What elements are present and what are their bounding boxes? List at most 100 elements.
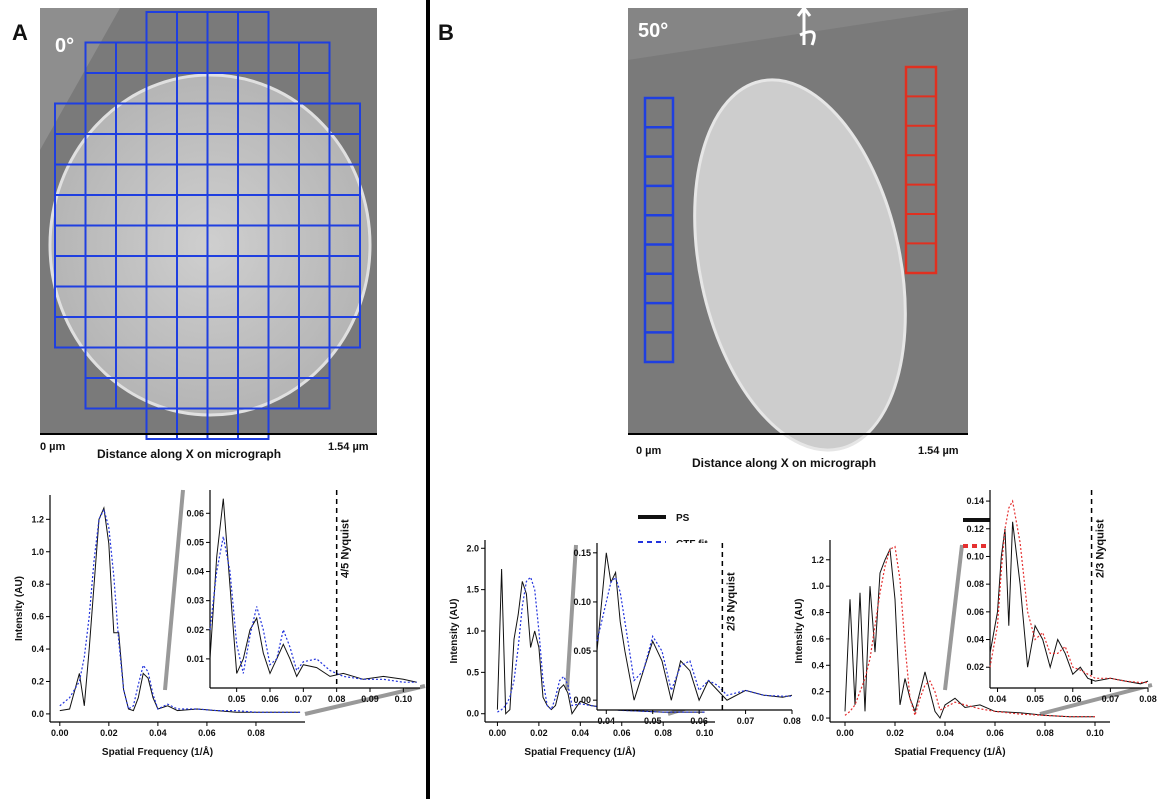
- axis-label: Distance along X on micrograph: [692, 456, 876, 470]
- x-tick-label: 0.06: [986, 728, 1004, 738]
- series-line: [596, 552, 793, 702]
- micrograph-b: [628, 5, 968, 452]
- x-tick-label: 0.08: [783, 716, 801, 726]
- line-chart: 0.05 0.06 0.07 0.08 0.09 0.10 0.01 0.02 0.03 0.04…: [186, 490, 420, 704]
- y-tick-label: 0.6: [811, 634, 824, 644]
- x-tick-label: 0.08: [1139, 694, 1157, 704]
- x-tick-label: 0.08: [328, 694, 346, 704]
- grid-cell: [298, 377, 331, 410]
- y-tick-label: 0.2: [31, 676, 44, 686]
- y-tick-label: 0.05: [573, 646, 591, 656]
- y-tick-label: 0.02: [186, 625, 204, 635]
- series-line: [59, 507, 301, 713]
- y-axis-label: Intensity (AU): [14, 576, 25, 641]
- series-line: [209, 498, 417, 683]
- inset-background: [990, 490, 1148, 688]
- x-tick-label: 0.08: [654, 728, 672, 738]
- sampling-cells: [645, 95, 936, 334]
- y-tick-label: 0.10: [966, 551, 984, 561]
- panel-label: B: [438, 20, 454, 45]
- sampling-grid: [54, 11, 361, 440]
- x-tick-label: 0.07: [295, 694, 313, 704]
- x-tick-label: 0.05: [1026, 694, 1044, 704]
- x-tick-label: 0.06: [1064, 694, 1082, 704]
- inset-background: [210, 490, 420, 688]
- scale-end: 1.54 µm: [328, 441, 369, 453]
- legend-label: PS: [676, 513, 690, 524]
- y-tick-label: 0.10: [573, 597, 591, 607]
- line-chart: 0.04 0.05 0.06 0.07 0.08 0.00 0.05 0.10 0.15 2/3 …: [573, 543, 801, 726]
- x-tick-label: 0.07: [737, 716, 755, 726]
- x-tick-label: 0.00: [51, 728, 69, 738]
- y-tick-label: 0.04: [966, 635, 984, 645]
- x-tick-label: 0.04: [149, 728, 167, 738]
- nyquist-label: 4/5 Nyquist: [340, 519, 352, 578]
- series-line: [844, 545, 1095, 718]
- y-tick-label: 0.06: [966, 607, 984, 617]
- x-tick-label: 0.06: [198, 728, 216, 738]
- y-axis-label: Intensity (AU): [449, 599, 460, 664]
- x-tick-label: 0.08: [247, 728, 265, 738]
- y-tick-label: 1.2: [31, 514, 44, 524]
- x-tick-label: 0.00: [489, 728, 507, 738]
- y-tick-label: 0.8: [811, 608, 824, 618]
- x-tick-label: 0.02: [530, 728, 548, 738]
- x-tick-label: 0.04: [936, 728, 954, 738]
- y-tick-label: 0.06: [186, 508, 204, 518]
- y-tick-label: 0.4: [31, 644, 44, 654]
- scale-start: 0 µm: [40, 441, 66, 453]
- y-tick-label: 0.04: [186, 567, 204, 577]
- tilt-angle: 0°: [55, 35, 74, 57]
- series-line: [209, 536, 417, 683]
- y-tick-label: 0.15: [573, 548, 591, 558]
- x-tick-label: 0.02: [886, 728, 904, 738]
- y-tick-label: 2.0: [466, 543, 479, 553]
- y-tick-label: 0.14: [966, 496, 984, 506]
- x-axis-label: Spatial Frequency (1/Å): [524, 745, 635, 758]
- y-tick-label: 1.0: [31, 547, 44, 557]
- line-chart: 0.04 0.05 0.06 0.07 0.08 0.02 0.04 0.06 0.08 0.10…: [966, 490, 1157, 704]
- y-tick-label: 0.8: [31, 579, 44, 589]
- y-tick-label: 0.03: [186, 596, 204, 606]
- y-tick-label: 0.01: [186, 654, 204, 664]
- x-tick-label: 0.06: [690, 716, 708, 726]
- y-tick-label: 0.0: [466, 709, 479, 719]
- x-tick-label: 0.00: [836, 728, 854, 738]
- x-tick-label: 0.02: [100, 728, 118, 738]
- y-tick-label: 0.05: [186, 537, 204, 547]
- y-tick-label: 1.5: [466, 585, 479, 595]
- y-tick-label: 0.08: [966, 579, 984, 589]
- nyquist-label: 2/3 Nyquist: [725, 572, 737, 631]
- grid-cell: [237, 407, 270, 440]
- x-axis-label: Spatial Frequency (1/Å): [102, 745, 213, 758]
- x-tick-label: 0.04: [598, 716, 616, 726]
- inset-background: [597, 543, 792, 710]
- x-axis-label: Spatial Frequency (1/Å): [894, 745, 1005, 758]
- scale-end: 1.54 µm: [918, 445, 959, 457]
- series-line: [989, 521, 1149, 685]
- x-tick-label: 0.10: [395, 694, 413, 704]
- y-tick-label: 0.6: [31, 612, 44, 622]
- axis-label: Distance along X on micrograph: [97, 447, 281, 461]
- grid-cell: [328, 316, 361, 349]
- x-tick-label: 0.10: [696, 728, 714, 738]
- y-tick-label: 0.12: [966, 524, 984, 534]
- series-line: [596, 576, 792, 697]
- y-tick-label: 0.0: [31, 709, 44, 719]
- x-tick-label: 0.07: [1102, 694, 1120, 704]
- x-tick-label: 0.10: [1086, 728, 1104, 738]
- series-line: [497, 576, 705, 713]
- y-tick-label: 0.00: [573, 695, 591, 705]
- nyquist-label: 2/3 Nyquist: [1095, 519, 1107, 578]
- y-tick-label: 0.0: [811, 713, 824, 723]
- x-tick-label: 0.04: [989, 694, 1007, 704]
- y-tick-label: 0.4: [811, 660, 824, 670]
- series-line: [989, 499, 1148, 684]
- y-tick-label: 0.5: [466, 667, 479, 677]
- y-tick-label: 0.02: [966, 662, 984, 672]
- series-line: [844, 547, 1095, 720]
- x-tick-label: 0.05: [228, 694, 246, 704]
- tilt-angle: 50°: [638, 20, 668, 42]
- y-tick-label: 1.0: [811, 581, 824, 591]
